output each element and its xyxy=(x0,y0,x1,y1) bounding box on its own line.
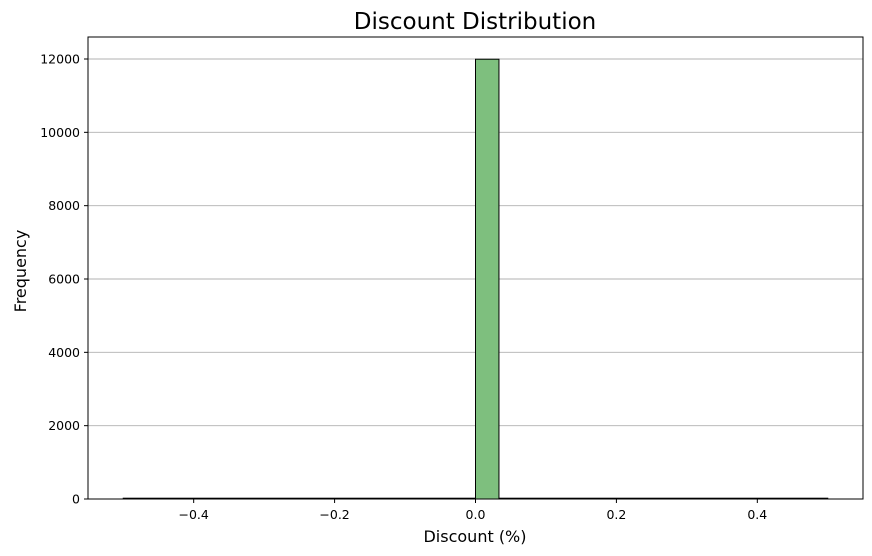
y-tick-label: 6000 xyxy=(48,272,80,287)
x-axis-label: Discount (%) xyxy=(423,527,526,546)
y-axis-ticks: 0 2000 4000 6000 8000 10000 12000 xyxy=(40,52,88,507)
x-tick-label: 0.2 xyxy=(606,507,626,522)
x-axis-ticks: −0.4 −0.2 0.0 0.2 0.4 xyxy=(179,499,767,522)
x-tick-label: 0.4 xyxy=(747,507,767,522)
y-tick-label: 12000 xyxy=(40,52,80,67)
y-axis-label: Frequency xyxy=(11,230,30,313)
y-tick-label: 2000 xyxy=(48,418,80,433)
chart-title: Discount Distribution xyxy=(354,9,596,35)
histogram-bar xyxy=(475,58,500,500)
y-tick-label: 8000 xyxy=(48,198,80,213)
x-tick-label: −0.2 xyxy=(319,507,349,522)
y-tick-label: 0 xyxy=(72,492,80,507)
y-tick-label: 10000 xyxy=(40,125,80,140)
x-tick-label: 0.0 xyxy=(466,507,486,522)
y-tick-label: 4000 xyxy=(48,345,80,360)
x-tick-label: −0.4 xyxy=(179,507,209,522)
